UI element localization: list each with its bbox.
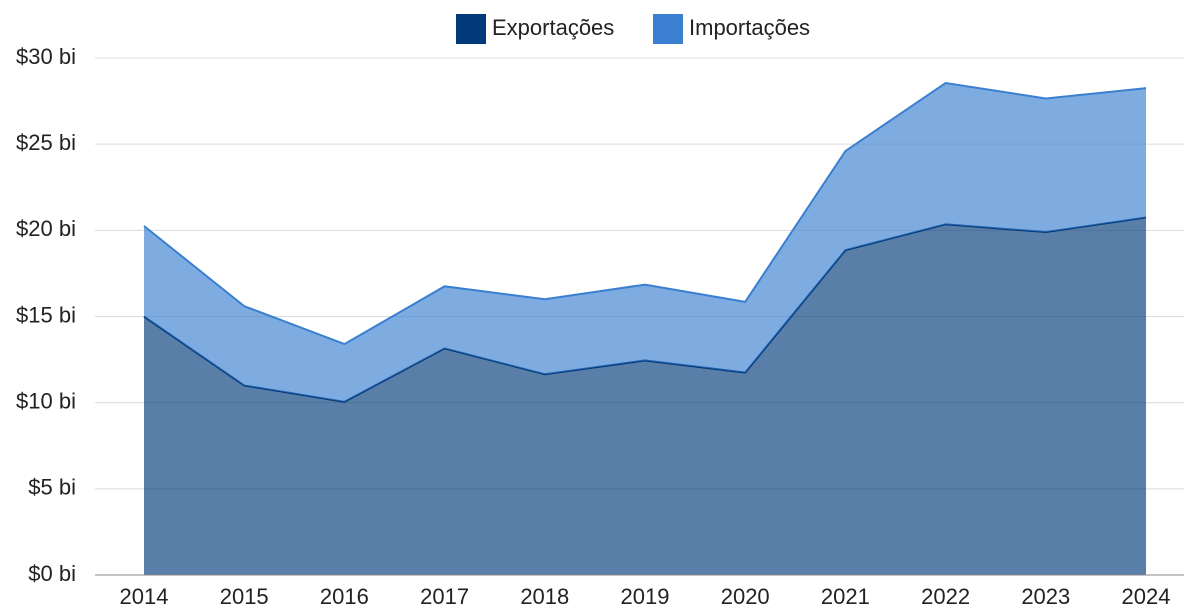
line bbox=[143, 81, 1147, 346]
x-tick-label: 2018 bbox=[520, 584, 569, 608]
legend-label: Importações bbox=[689, 15, 810, 40]
x-tick-label: 2021 bbox=[821, 584, 870, 608]
x-tick-label: 2016 bbox=[320, 584, 369, 608]
y-tick-label: $15 bi bbox=[16, 302, 76, 327]
x-tick-label: 2019 bbox=[621, 584, 670, 608]
x-tick-label: 2023 bbox=[1021, 584, 1070, 608]
x-tick-label: 2014 bbox=[120, 584, 169, 608]
area bbox=[144, 82, 1146, 402]
y-tick-label: $5 bi bbox=[28, 475, 76, 500]
y-tick-label: $20 bi bbox=[16, 216, 76, 241]
x-tick-label: 2017 bbox=[420, 584, 469, 608]
y-tick-label: $0 bi bbox=[28, 561, 76, 586]
y-tick-label: $30 bi bbox=[16, 44, 76, 69]
x-tick-label: 2022 bbox=[921, 584, 970, 608]
y-tick-label: $25 bi bbox=[16, 130, 76, 155]
y-tick-label: $10 bi bbox=[16, 388, 76, 413]
x-tick-label: 2015 bbox=[220, 584, 269, 608]
x-tick-label: 2020 bbox=[721, 584, 770, 608]
legend-swatch bbox=[456, 14, 486, 44]
legend-swatch bbox=[653, 14, 683, 44]
legend-label: Exportações bbox=[492, 15, 614, 40]
x-tick-label: 2024 bbox=[1122, 584, 1171, 608]
area bbox=[144, 217, 1146, 576]
